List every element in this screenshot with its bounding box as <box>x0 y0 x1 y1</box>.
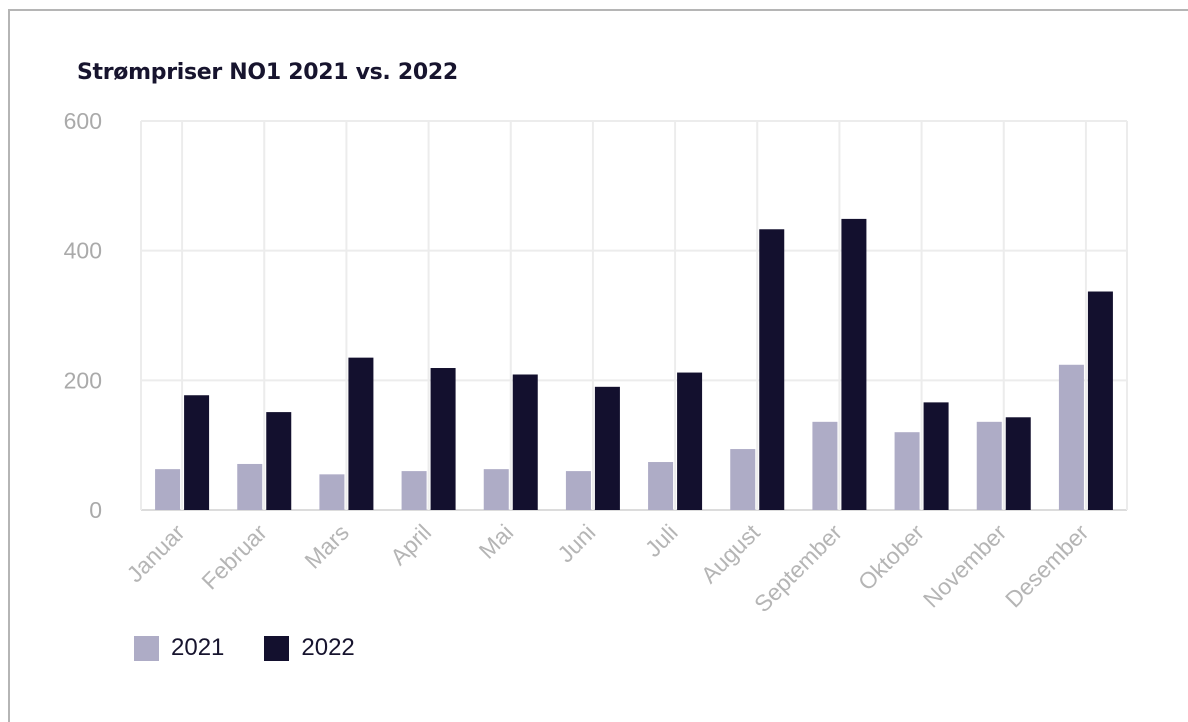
x-tick-label: August <box>696 519 765 588</box>
bar-2021-august[interactable] <box>730 449 756 510</box>
legend-label-2022: 2022 <box>301 634 355 661</box>
bar-2021-juni[interactable] <box>565 471 591 510</box>
y-tick-label: 200 <box>64 367 102 393</box>
y-tick-label: 400 <box>64 238 102 264</box>
x-tick-label: Desember <box>1000 519 1094 613</box>
bar-2021-desember[interactable] <box>1058 364 1084 510</box>
bar-2022-februar[interactable] <box>266 412 292 510</box>
bar-2022-oktober[interactable] <box>923 402 949 510</box>
x-tick-label: Mars <box>299 519 354 574</box>
bar-2022-januar[interactable] <box>184 395 210 510</box>
x-tick-label: Oktober <box>853 519 929 595</box>
x-tick-label: November <box>918 519 1012 613</box>
chart-title: Strømpriser NO1 2021 vs. 2022 <box>77 60 458 85</box>
bar-2022-november[interactable] <box>1005 417 1031 510</box>
x-tick-label: Mai <box>474 519 519 564</box>
chart-frame <box>8 9 1188 722</box>
bar-2022-august[interactable] <box>759 229 785 510</box>
x-tick-label: Juli <box>640 519 683 562</box>
x-tick-label: April <box>385 519 436 570</box>
bar-2022-desember[interactable] <box>1087 291 1113 510</box>
bar-2022-april[interactable] <box>430 368 456 510</box>
legend: 2021 2022 <box>134 634 355 662</box>
bar-2021-januar[interactable] <box>155 469 181 510</box>
legend-item-2021[interactable]: 2021 <box>134 634 224 662</box>
x-tick-label: Juni <box>552 519 600 567</box>
bar-2022-juni[interactable] <box>594 386 620 510</box>
y-tick-label: 0 <box>89 497 102 523</box>
legend-label-2021: 2021 <box>171 634 225 661</box>
bar-2021-februar[interactable] <box>237 463 263 510</box>
legend-item-2022[interactable]: 2022 <box>264 634 355 662</box>
x-tick-label: Januar <box>122 519 190 587</box>
bar-2021-oktober[interactable] <box>894 432 920 510</box>
bar-2021-juli[interactable] <box>648 462 674 510</box>
bar-2021-mars[interactable] <box>319 474 345 510</box>
legend-swatch-2022 <box>264 635 290 661</box>
y-tick-label: 600 <box>64 108 102 134</box>
x-tick-label: September <box>749 519 847 617</box>
bar-chart: 0 200 400 600 Januar Februar Mars April Mai Juni J… <box>64 108 1128 617</box>
bar-2021-april[interactable] <box>401 471 427 510</box>
bar-2021-mai[interactable] <box>483 469 509 510</box>
bar-2022-mars[interactable] <box>348 357 374 510</box>
bar-2021-november[interactable] <box>976 421 1002 510</box>
bar-2022-juli[interactable] <box>677 372 703 510</box>
bar-2022-september[interactable] <box>841 218 867 511</box>
legend-swatch-2021 <box>134 635 159 661</box>
bar-2021-september[interactable] <box>812 421 838 510</box>
bar-2022-mai[interactable] <box>512 374 538 510</box>
x-tick-label: Februar <box>196 519 272 595</box>
